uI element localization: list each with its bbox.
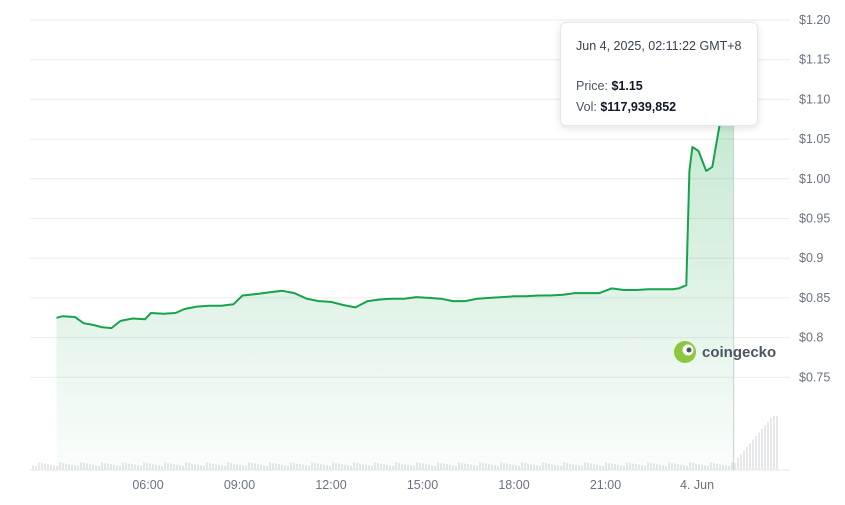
coingecko-watermark: coingecko xyxy=(674,341,776,363)
y-tick-label: $1.10 xyxy=(799,92,830,106)
volume-bar xyxy=(734,463,736,470)
volume-bar xyxy=(776,416,778,470)
x-tick-label: 15:00 xyxy=(407,478,438,492)
volume-bar xyxy=(41,463,43,470)
tooltip-price-label: Price: xyxy=(576,79,608,93)
volume-bar xyxy=(761,428,763,470)
y-tick-label: $1.20 xyxy=(799,13,830,27)
y-tick-label: $0.75 xyxy=(799,370,830,384)
volume-bar xyxy=(749,443,751,470)
x-tick-label: 18:00 xyxy=(498,478,529,492)
volume-bar xyxy=(50,464,52,470)
volume-bar xyxy=(35,466,37,470)
volume-bar xyxy=(38,462,40,470)
x-tick-label: 12:00 xyxy=(315,478,346,492)
x-tick-label: 09:00 xyxy=(224,478,255,492)
y-tick-label: $0.8 xyxy=(799,331,823,345)
volume-bar xyxy=(53,465,55,470)
volume-bar xyxy=(758,432,760,470)
price-area-fill xyxy=(56,61,734,471)
tooltip-volume-value: $117,939,852 xyxy=(600,100,677,114)
x-tick-label: 4. Jun xyxy=(680,478,714,492)
volume-bar xyxy=(32,465,34,470)
volume-bar xyxy=(743,450,745,470)
volume-bar xyxy=(773,416,775,470)
y-tick-label: $0.85 xyxy=(799,291,830,305)
volume-bar xyxy=(746,446,748,470)
tooltip-date: Jun 4, 2025, 02:11:22 GMT+8 xyxy=(576,39,742,53)
tooltip-volume-label: Vol: xyxy=(576,100,597,114)
y-tick-label: $1.15 xyxy=(799,53,830,67)
y-tick-label: $0.95 xyxy=(799,212,830,226)
volume-bar xyxy=(47,464,49,470)
y-axis-labels: $1.20 $1.15 $1.10 $1.05 $1.00 $0.95 $0.9 $0.85 $… xyxy=(799,13,830,384)
volume-bar xyxy=(44,463,46,470)
y-tick-label: $0.9 xyxy=(799,251,823,265)
price-area xyxy=(56,60,735,471)
volume-bar xyxy=(737,457,739,470)
tooltip-price-value: $1.15 xyxy=(611,79,643,93)
chart-tooltip: Jun 4, 2025, 02:11:22 GMT+8 Price: $1.15… xyxy=(560,22,758,126)
y-tick-label: $1.05 xyxy=(799,132,830,146)
x-tick-label: 21:00 xyxy=(590,478,621,492)
y-tick-label: $1.00 xyxy=(799,172,830,186)
volume-bar xyxy=(740,454,742,470)
volume-bar xyxy=(752,439,754,470)
x-tick-label: 06:00 xyxy=(132,478,163,492)
tooltip-price-row: Price: $1.15 xyxy=(576,79,757,93)
volume-bar xyxy=(755,436,757,470)
tooltip-volume-row: Vol: $117,939,852 xyxy=(576,100,757,114)
price-line xyxy=(56,60,735,330)
x-axis-labels: 06:00 09:00 12:00 15:00 18:00 21:00 4. Jun xyxy=(132,478,714,492)
volume-bar xyxy=(770,418,772,470)
watermark-text: coingecko xyxy=(702,344,776,361)
volume-bar xyxy=(764,425,766,470)
volume-bar xyxy=(767,421,769,470)
